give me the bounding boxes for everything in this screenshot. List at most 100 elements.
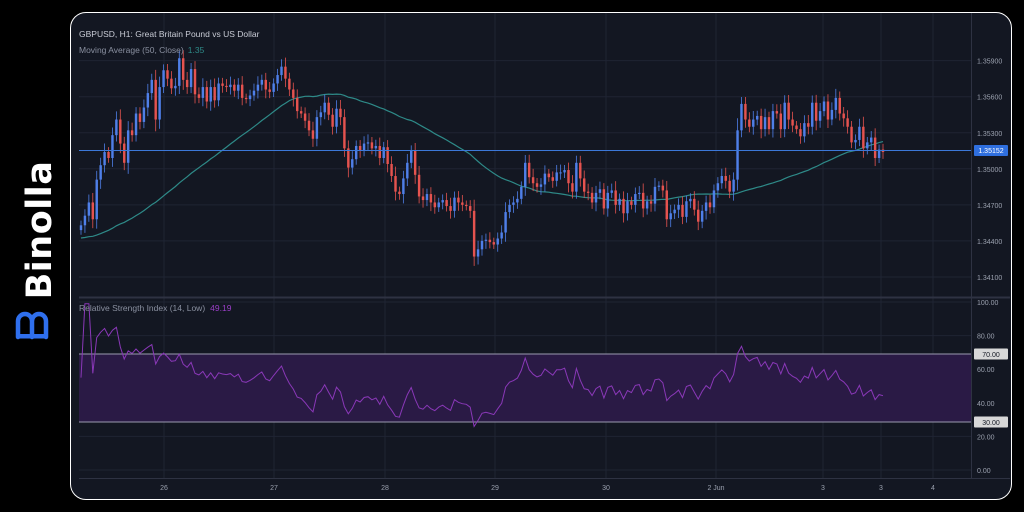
candle-body xyxy=(744,103,747,120)
candle-body xyxy=(406,162,409,179)
candle xyxy=(260,74,264,91)
candle-body xyxy=(123,143,126,163)
chart-title: GBPUSD, H1: Great Britain Pound vs US Do… xyxy=(79,29,260,39)
candle-body xyxy=(535,183,539,187)
candle-body xyxy=(209,87,212,102)
candle xyxy=(99,157,102,189)
candle xyxy=(799,123,802,144)
candle xyxy=(252,83,256,101)
candle-body xyxy=(626,201,629,214)
candle-body xyxy=(736,130,739,180)
candle-body xyxy=(504,212,507,233)
candle-body xyxy=(142,107,146,122)
candle xyxy=(842,107,845,127)
candle-body xyxy=(693,198,696,210)
candle xyxy=(606,185,610,217)
candle-body xyxy=(704,202,708,211)
candle xyxy=(319,105,323,126)
candle xyxy=(154,69,157,132)
candle-body xyxy=(335,108,338,127)
candle-body xyxy=(500,232,503,239)
candle xyxy=(563,164,566,179)
candle-body xyxy=(268,89,271,92)
candle-body xyxy=(610,190,613,193)
candle xyxy=(276,68,279,91)
candle xyxy=(390,156,393,183)
candle-body xyxy=(858,126,861,140)
candle xyxy=(213,78,216,108)
candle-body xyxy=(331,114,334,127)
rsi-upper-badge xyxy=(974,348,1008,360)
candle-body xyxy=(575,162,578,192)
candle-body xyxy=(783,102,786,130)
candle-body xyxy=(873,137,877,158)
candle-body xyxy=(480,240,484,250)
candle xyxy=(626,192,629,221)
candle-body xyxy=(244,97,248,100)
price-tick-label: 1.34700 xyxy=(977,203,1002,210)
candle xyxy=(630,196,633,210)
candle-body xyxy=(237,84,240,91)
candle-body xyxy=(869,137,873,143)
candle-body xyxy=(115,119,118,136)
candle-body xyxy=(205,87,209,102)
candle xyxy=(402,170,405,204)
candle-body xyxy=(174,85,177,89)
candle-body xyxy=(818,111,822,121)
candle xyxy=(79,220,83,235)
candle-body xyxy=(421,196,425,201)
candle xyxy=(221,77,224,93)
candle xyxy=(488,232,492,249)
candle-body xyxy=(602,189,606,209)
candle-body xyxy=(390,164,393,177)
time-tick-label: 28 xyxy=(381,485,389,492)
candle-body xyxy=(606,192,610,209)
time-tick-label: 3 xyxy=(879,485,883,492)
candle xyxy=(830,102,834,126)
candle xyxy=(311,121,315,147)
trading-chart[interactable]: 1.35900 1.35600 1.35300 1.35000 1.34700 1.344… xyxy=(71,13,1010,498)
candle xyxy=(362,136,366,157)
candle xyxy=(217,77,220,107)
candle xyxy=(237,78,240,100)
candle xyxy=(767,111,771,135)
candle-body xyxy=(468,206,472,211)
candle xyxy=(661,179,665,198)
candle xyxy=(406,154,409,186)
candle xyxy=(472,199,476,266)
candle xyxy=(193,61,197,104)
candle-body xyxy=(728,180,731,192)
candle-body xyxy=(181,58,185,80)
candle-body xyxy=(264,79,267,90)
candle-body xyxy=(95,179,98,220)
candle-body xyxy=(524,162,527,187)
candle-body xyxy=(803,123,806,137)
candle-body xyxy=(284,66,287,79)
candle xyxy=(484,233,488,249)
candle-body xyxy=(358,145,362,151)
candle xyxy=(854,134,857,150)
candle xyxy=(850,120,853,149)
candle-body xyxy=(150,79,153,94)
candle-body xyxy=(351,159,354,168)
candle-body xyxy=(402,178,405,195)
candle xyxy=(197,87,201,104)
candle-body xyxy=(103,151,106,166)
candle xyxy=(370,136,374,155)
candle xyxy=(657,181,661,192)
candle-body xyxy=(822,101,826,112)
rsi-lower-level-label: 30.00 xyxy=(982,420,1000,427)
candle xyxy=(700,204,704,229)
candle-body xyxy=(697,209,700,222)
candle-body xyxy=(189,69,193,88)
candle-body xyxy=(645,201,649,209)
candle-body xyxy=(303,113,307,121)
candle xyxy=(567,162,570,193)
candle-body xyxy=(488,239,492,243)
candle-body xyxy=(814,102,818,121)
candle-body xyxy=(779,113,783,130)
candle-body xyxy=(598,189,602,193)
candle xyxy=(83,209,87,233)
candle xyxy=(579,155,582,187)
rsi-indicator-label: Relative Strength Index (14, Low) 49.19 xyxy=(79,303,232,313)
